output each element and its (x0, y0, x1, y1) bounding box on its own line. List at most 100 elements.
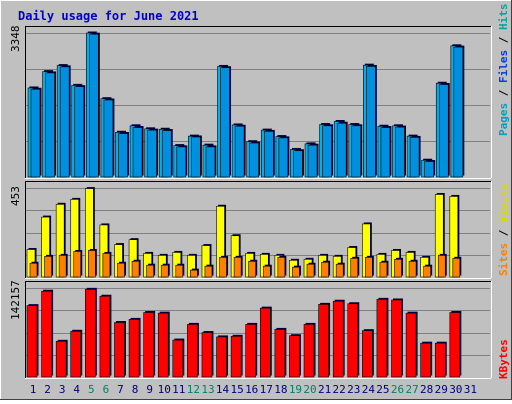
kbytes-bar-day-18 (274, 329, 286, 378)
sites-bar-day-3 (58, 255, 67, 278)
x-tick-label-day-1: 1 (30, 383, 37, 396)
kbytes-bar-day-6 (99, 295, 111, 378)
legend-sites: Sites (497, 243, 510, 276)
kbytes-bar-day-10 (157, 312, 169, 378)
x-tick-label-day-14: 14 (216, 383, 230, 396)
files-bar-day-14 (220, 67, 230, 178)
x-axis-labels: 1 2 3 4 5 6 7 8 9 10 11 12 13 14 15 16 17 18 19 20 21 22 23 24 2… (30, 383, 477, 396)
x-tick-label-day-10: 10 (158, 383, 171, 396)
sites-bar-day-9 (146, 264, 154, 278)
files-bar-day-2 (45, 72, 55, 178)
sites-bar-day-12 (190, 269, 198, 278)
sites-bar-day-13 (204, 265, 213, 278)
kbytes-bar-day-22 (332, 300, 344, 378)
files-bar-day-9 (147, 129, 157, 178)
sites-bar-day-10 (160, 264, 169, 278)
x-tick-label-day-28: 28 (420, 383, 433, 396)
files-bar-day-16 (249, 142, 259, 178)
x-tick-label-day-16: 16 (245, 383, 258, 396)
sites-bar-day-30 (452, 258, 461, 278)
files-bar-day-3 (59, 66, 70, 178)
sites-bar-day-23 (350, 258, 359, 278)
kbytes-bar-day-2 (41, 290, 52, 378)
x-tick-label-day-25: 25 (376, 383, 389, 396)
x-tick-label-day-31: 31 (464, 383, 477, 396)
kbytes-bar-day-19 (289, 335, 300, 378)
files-bar-day-15 (234, 125, 245, 178)
files-bar-day-28 (424, 161, 434, 178)
kbytes-bar-day-21 (318, 304, 329, 378)
x-tick-label-day-26: 26 (391, 383, 404, 396)
kbytes-bar-day-12 (187, 324, 198, 378)
kbytes-bar-day-14 (216, 336, 227, 378)
ymax-label-visits: 453 (9, 186, 22, 206)
files-bar-day-11 (176, 146, 187, 178)
kbytes-bar-day-4 (70, 330, 82, 378)
x-tick-label-day-30: 30 (449, 383, 462, 396)
sites-bar-day-5 (88, 250, 96, 278)
kbytes-bar-day-16 (245, 324, 256, 378)
x-tick-label-day-23: 23 (347, 383, 360, 396)
kbytes-bar-day-3 (55, 341, 67, 378)
files-bar-day-27 (409, 137, 420, 178)
sites-bar-day-22 (335, 263, 344, 278)
x-tick-label-day-2: 2 (44, 383, 51, 396)
panel-kbytes (25, 281, 492, 379)
sites-bar-day-27 (408, 260, 417, 278)
x-tick-label-day-7: 7 (117, 383, 124, 396)
files-bar-day-1 (30, 88, 41, 178)
sites-bar-day-19 (292, 266, 300, 278)
x-tick-label-day-29: 29 (435, 383, 448, 396)
x-tick-label-day-12: 12 (187, 383, 200, 396)
ymax-label-hits: 3348 (9, 26, 22, 53)
files-bar-day-18 (278, 137, 289, 178)
sites-bar-day-18 (277, 257, 286, 278)
kbytes-bar-day-23 (347, 303, 359, 378)
sites-bar-day-7 (117, 262, 125, 278)
kbytes-bar-day-5 (85, 289, 96, 378)
sites-bar-day-14 (219, 257, 227, 278)
legend-sites-visits: Sites / Visits (497, 183, 510, 276)
kbytes-bar-day-9 (143, 312, 154, 378)
panel-hits (25, 26, 492, 179)
sites-bar-day-29 (437, 255, 446, 278)
files-bar-day-12 (191, 136, 201, 178)
x-tick-label-day-24: 24 (362, 383, 376, 396)
files-bar-day-29 (438, 84, 449, 178)
x-tick-label-day-9: 9 (146, 383, 153, 396)
sites-bar-day-20 (306, 263, 315, 278)
sites-bar-day-26 (394, 259, 402, 278)
kbytes-bar-day-7 (114, 322, 125, 378)
files-bar-day-22 (336, 122, 347, 178)
legend-hits: Hits (497, 4, 510, 31)
sites-bar-day-4 (73, 251, 82, 278)
legend-pages: Pages (497, 103, 510, 136)
kbytes-bar-day-15 (230, 336, 242, 378)
sites-bar-day-15 (233, 257, 242, 278)
x-tick-label-day-21: 21 (318, 383, 331, 396)
x-tick-label-day-8: 8 (132, 383, 139, 396)
kbytes-bar-day-11 (172, 339, 184, 378)
files-bar-day-5 (89, 33, 99, 178)
files-bar-day-21 (322, 125, 332, 178)
x-tick-label-day-27: 27 (405, 383, 418, 396)
x-tick-label-day-22: 22 (333, 383, 346, 396)
sites-bar-day-16 (248, 260, 256, 278)
files-bar-day-30 (453, 46, 464, 178)
kbytes-bar-day-27 (405, 312, 417, 378)
files-bar-day-4 (74, 86, 85, 178)
sites-bar-day-24 (365, 257, 373, 278)
kbytes-bar-day-25 (376, 299, 388, 378)
kbytes-bar-day-30 (449, 312, 461, 378)
kbytes-bar-day-8 (128, 319, 140, 378)
x-tick-label-day-11: 11 (172, 383, 185, 396)
sites-bar-day-2 (44, 256, 52, 278)
files-bar-day-24 (366, 66, 376, 178)
legend-kbytes: KBytes (497, 339, 510, 379)
x-tick-label-day-19: 19 (289, 383, 302, 396)
files-bar-day-23 (351, 125, 362, 178)
sites-bar-day-6 (102, 253, 111, 278)
sites-bar-day-11 (175, 264, 184, 278)
